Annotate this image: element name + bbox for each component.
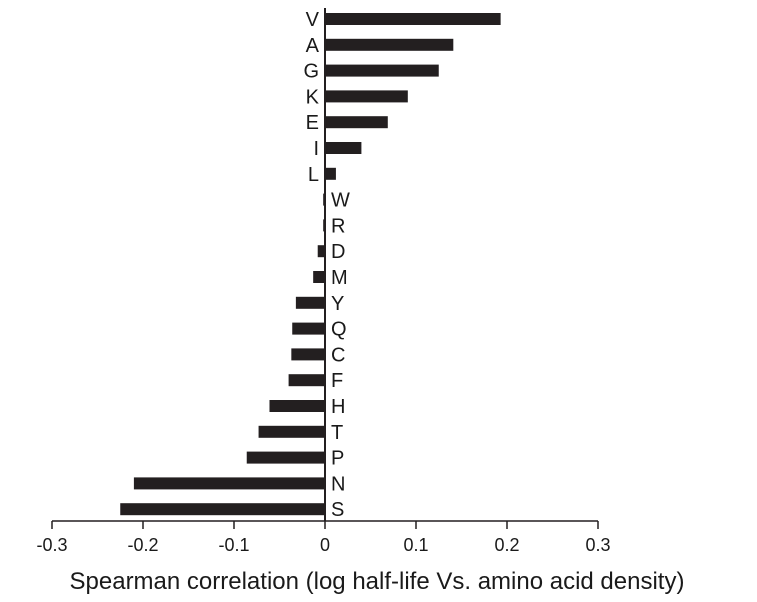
bar-e	[325, 116, 388, 129]
x-axis-ticks: -0.3 -0.2 -0.1 0 0.1 0.2 0.3	[36, 521, 611, 555]
category-label-t: T	[331, 422, 343, 444]
x-axis-label: Spearman correlation (log half-life Vs. …	[70, 568, 685, 595]
bar-h	[269, 400, 325, 412]
bar-y	[295, 296, 325, 309]
category-label-k: K	[306, 86, 320, 108]
category-label-g: G	[303, 61, 319, 83]
bar-n	[133, 477, 325, 490]
category-label-a: A	[306, 35, 320, 57]
x-tick-label: -0.3	[36, 535, 67, 555]
bar-c	[291, 348, 325, 361]
bar-i	[325, 142, 362, 154]
category-label-m: M	[331, 267, 348, 289]
x-tick-label: -0.2	[127, 535, 158, 555]
category-label-r: R	[331, 215, 345, 237]
bar-m	[313, 271, 325, 283]
x-tick-label: 0.1	[403, 535, 428, 555]
category-label-n: N	[331, 473, 345, 495]
category-label-y: Y	[331, 293, 344, 315]
category-label-h: H	[331, 396, 345, 418]
category-label-w: W	[331, 190, 350, 212]
bar-s	[120, 503, 325, 516]
category-label-q: Q	[331, 319, 347, 341]
bar-k	[325, 90, 408, 103]
bar-t	[258, 425, 325, 438]
bar-g	[325, 64, 439, 77]
category-label-f: F	[331, 370, 343, 392]
bar-q	[292, 322, 325, 335]
category-label-e: E	[306, 112, 319, 134]
bar-l	[325, 167, 336, 180]
bar-a	[325, 38, 454, 51]
category-label-v: V	[306, 9, 320, 31]
bar-f	[288, 374, 325, 387]
x-tick-label: 0	[320, 535, 330, 555]
x-tick-label: -0.1	[218, 535, 249, 555]
x-tick-label: 0.3	[585, 535, 610, 555]
category-label-c: C	[331, 344, 345, 366]
bar-p	[246, 451, 325, 464]
category-label-i: I	[313, 138, 319, 160]
category-label-s: S	[331, 499, 344, 521]
category-label-p: P	[331, 448, 344, 470]
bar-v	[325, 13, 501, 25]
category-label-l: L	[308, 164, 319, 186]
x-tick-label: 0.2	[494, 535, 519, 555]
category-label-d: D	[331, 241, 345, 263]
bars-group	[120, 13, 501, 516]
bar-d	[317, 245, 325, 258]
